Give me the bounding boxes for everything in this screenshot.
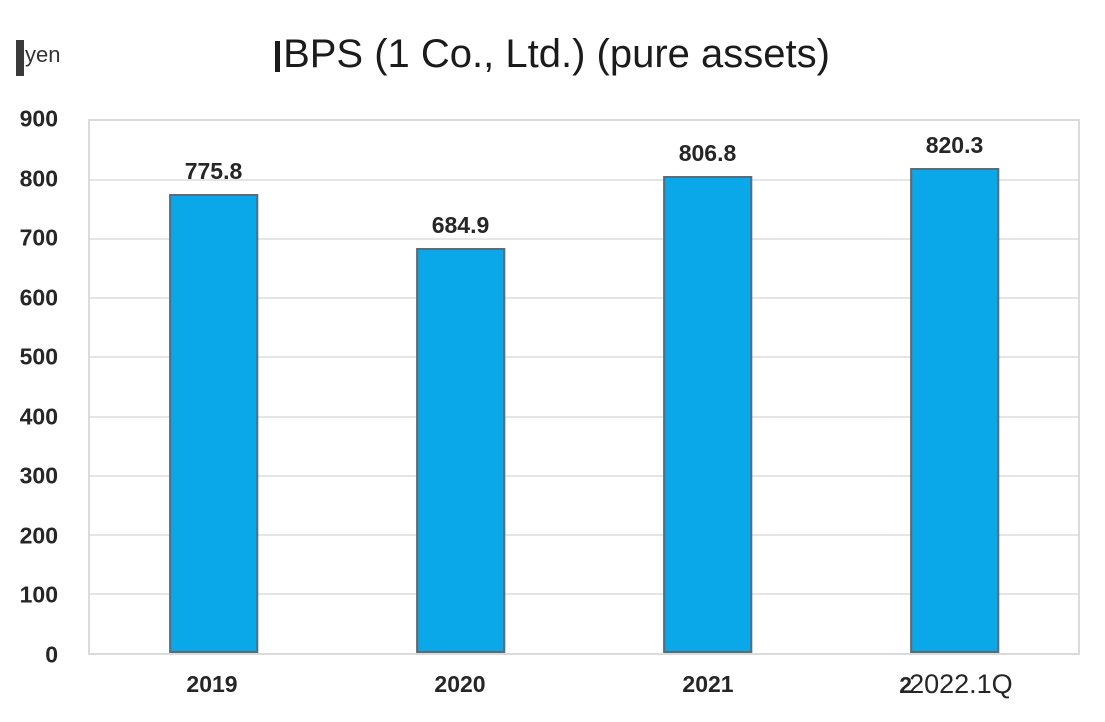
gridline	[90, 238, 1078, 241]
gridline	[90, 592, 1078, 595]
y-axis-tick-label: 400	[19, 403, 58, 430]
y-axis-tick-label: 800	[19, 165, 58, 192]
x-axis-tick-label: 2021	[682, 669, 733, 699]
y-axis-tick-label: 300	[19, 462, 58, 489]
y-axis-labels: 0 100 200 300 400 500 600 700 800 900	[0, 107, 58, 666]
y-axis-unit: yen	[16, 40, 60, 76]
bar-value-label: 775.8	[184, 158, 243, 185]
bar-value-label: 806.8	[678, 140, 737, 167]
x-axis-tick-label: 2020	[434, 669, 485, 699]
y-axis-tick-label: 500	[19, 343, 58, 370]
y-axis-tick-label: 200	[19, 522, 58, 549]
unit-cursor-mark-icon	[16, 40, 24, 76]
y-axis-tick-label: 900	[19, 105, 58, 132]
chart-title-row: BPS (1 Co., Ltd.) (pure assets)	[0, 32, 1105, 77]
x-tick-text: 2022.1Q	[909, 669, 1013, 699]
bar-2022.1Q	[909, 168, 1000, 653]
gridline	[90, 533, 1078, 536]
y-axis-tick-label: 0	[45, 641, 58, 668]
gridline	[90, 356, 1078, 359]
y-axis-tick-label: 100	[19, 581, 58, 608]
gridline	[90, 474, 1078, 477]
gridline	[90, 415, 1078, 418]
y-axis-unit-label: yen	[25, 42, 61, 67]
x-tick-text: 2021	[682, 671, 734, 697]
gridline	[90, 297, 1078, 300]
chart-title: BPS (1 Co., Ltd.) (pure assets)	[283, 32, 830, 76]
bar-value-label: 684.9	[431, 212, 490, 239]
x-axis-tick-label: 22022.1Q	[899, 669, 1012, 700]
bar-2020	[415, 248, 506, 653]
gridline	[90, 179, 1078, 182]
title-cursor-mark-icon	[275, 41, 281, 72]
x-tick-text: 2019	[186, 671, 238, 697]
bar-2019	[168, 194, 259, 653]
x-axis-tick-label: 2019	[186, 669, 237, 699]
x-axis-labels: 2019 2020 2021 22022.1Q	[88, 669, 1080, 709]
plot-area: 775.8 684.9 806.8 820.3	[88, 119, 1080, 655]
y-axis-tick-label: 600	[19, 284, 58, 311]
x-tick-text: 2020	[434, 671, 486, 697]
x-tick-prefix: 2	[899, 672, 913, 698]
y-axis-tick-label: 700	[19, 224, 58, 251]
bar-2021	[662, 176, 753, 653]
bar-value-label: 820.3	[925, 132, 984, 159]
